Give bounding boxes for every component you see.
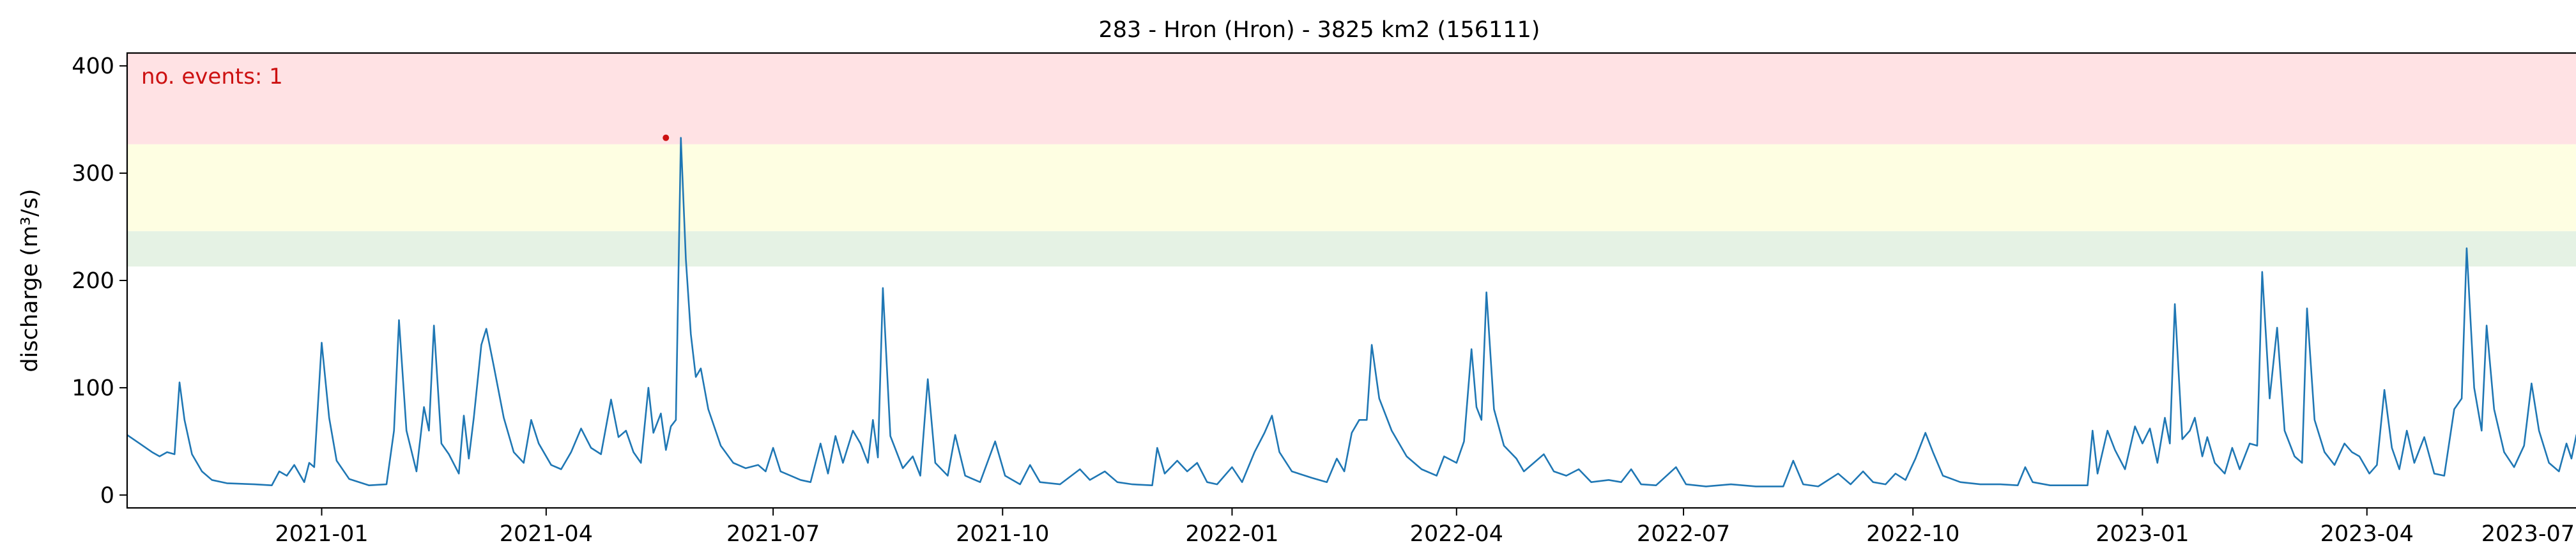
x-tick-label-7: 2022-10 xyxy=(1866,521,1959,547)
event-marker-0 xyxy=(663,135,669,141)
y-axis: 0 100 200 300 400 xyxy=(72,54,127,509)
y-tick-label-1: 100 xyxy=(72,376,114,401)
threshold-bands xyxy=(127,53,2576,266)
x-tick-label-6: 2022-07 xyxy=(1637,521,1730,547)
threshold-band-1 xyxy=(127,144,2576,231)
event-markers xyxy=(663,135,669,141)
chart-title: 283 - Hron (Hron) - 3825 km2 (156111) xyxy=(1099,17,1540,43)
x-tick-label-10: 2023-07 xyxy=(2481,521,2575,547)
x-tick-label-3: 2021-10 xyxy=(956,521,1049,547)
x-tick-label-0: 2021-01 xyxy=(275,521,368,547)
x-tick-label-5: 2022-04 xyxy=(1410,521,1503,547)
x-axis: 2021-01 2021-04 2021-07 2021-10 2022-01 2022-… xyxy=(275,508,2576,547)
x-tick-label-9: 2023-04 xyxy=(2320,521,2414,547)
y-tick-label-2: 200 xyxy=(72,268,114,294)
x-tick-label-1: 2021-04 xyxy=(500,521,593,547)
x-tick-label-2: 2021-07 xyxy=(726,521,820,547)
x-tick-label-4: 2022-01 xyxy=(1185,521,1278,547)
event-count-annotation: no. events: 1 xyxy=(141,64,283,89)
y-tick-label-3: 300 xyxy=(72,161,114,187)
y-axis-label: discharge (m³/s) xyxy=(17,188,43,372)
y-tick-label-4: 400 xyxy=(72,54,114,79)
x-tick-label-8: 2023-01 xyxy=(2096,521,2189,547)
threshold-band-2 xyxy=(127,53,2576,144)
threshold-band-0 xyxy=(127,231,2576,266)
y-tick-label-0: 0 xyxy=(100,483,114,509)
